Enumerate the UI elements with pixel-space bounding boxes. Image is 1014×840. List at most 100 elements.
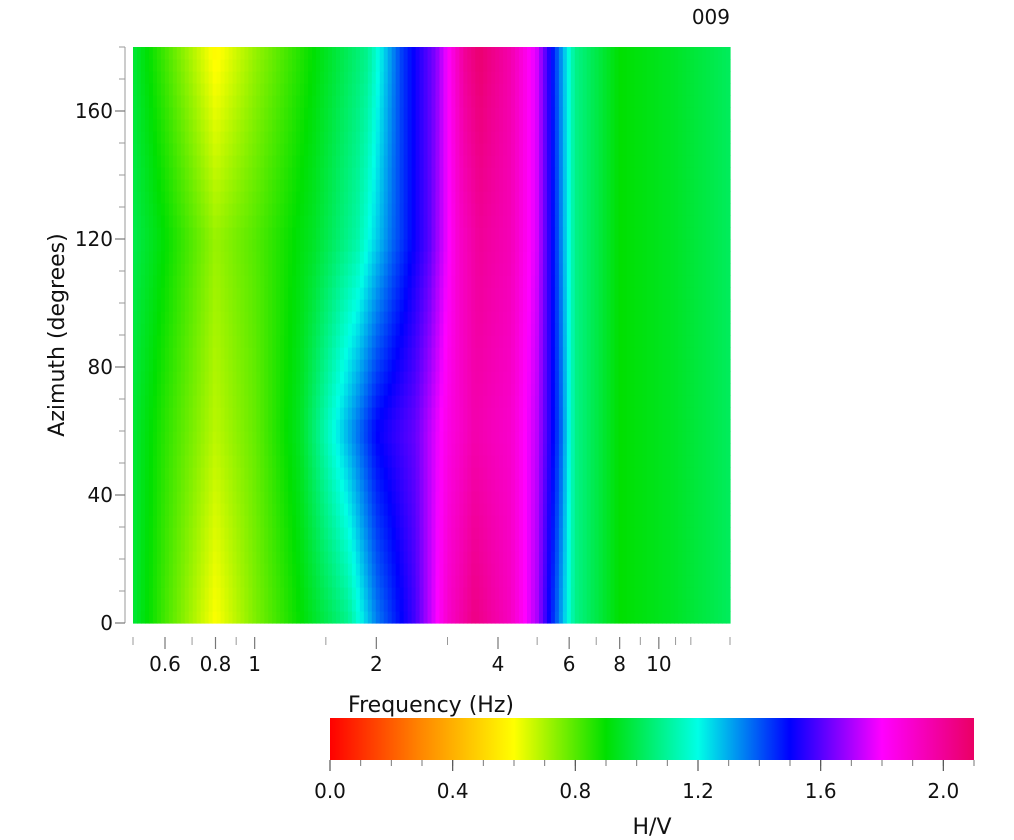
- heatmap-cell: [483, 347, 488, 360]
- heatmap-cell: [180, 347, 186, 360]
- heatmap-cell: [562, 563, 568, 576]
- heatmap-cell: [499, 275, 504, 288]
- heatmap-cell: [216, 275, 222, 288]
- heatmap-cell: [383, 407, 389, 420]
- heatmap-cell: [722, 563, 727, 576]
- heatmap-cell: [566, 479, 572, 492]
- heatmap-cell: [670, 311, 675, 324]
- heatmap-cell: [523, 443, 528, 456]
- heatmap-cell: [423, 527, 429, 540]
- heatmap-cell: [363, 431, 369, 444]
- heatmap-cell: [638, 431, 644, 444]
- heatmap-cell: [694, 263, 699, 276]
- heatmap-cell: [534, 275, 540, 288]
- heatmap-cell: [296, 275, 301, 288]
- heatmap-cell: [395, 227, 401, 240]
- heatmap-cell: [483, 563, 488, 576]
- heatmap-cell: [144, 419, 150, 432]
- heatmap-cell: [602, 359, 608, 372]
- heatmap-cell: [578, 491, 584, 504]
- heatmap-cell: [694, 275, 699, 288]
- heatmap-cell: [546, 371, 552, 384]
- heatmap-cell: [232, 539, 238, 552]
- heatmap-cell: [375, 311, 381, 324]
- heatmap-cell: [682, 611, 687, 624]
- heatmap-cell: [160, 383, 166, 396]
- heatmap-cell: [558, 575, 564, 588]
- heatmap-cell: [312, 215, 317, 228]
- heatmap-cell: [503, 467, 508, 480]
- heatmap-cell: [324, 599, 329, 612]
- heatmap-cell: [133, 467, 138, 480]
- heatmap-cell: [630, 611, 636, 624]
- heatmap-cell: [252, 251, 257, 264]
- heatmap-cell: [160, 299, 166, 312]
- heatmap-cell: [618, 263, 624, 276]
- heatmap-cell: [228, 575, 234, 588]
- heatmap-cell: [220, 311, 226, 324]
- heatmap-cell: [407, 275, 413, 288]
- heatmap-cell: [678, 347, 683, 360]
- heatmap-cell: [136, 587, 142, 600]
- heatmap-cell: [443, 347, 449, 360]
- heatmap-cell: [562, 227, 568, 240]
- heatmap-cell: [471, 527, 476, 540]
- heatmap-cell: [610, 539, 616, 552]
- heatmap-cell: [527, 371, 532, 384]
- heatmap-cell: [399, 419, 405, 432]
- heatmap-cell: [626, 323, 632, 336]
- heatmap-cell: [332, 611, 337, 624]
- heatmap-cell: [554, 539, 560, 552]
- heatmap-cell: [411, 539, 417, 552]
- heatmap-cell: [670, 395, 675, 408]
- heatmap-cell: [300, 563, 305, 576]
- heatmap-cell: [200, 563, 206, 576]
- heatmap-cell: [220, 383, 226, 396]
- heatmap-cell: [160, 503, 166, 516]
- heatmap-cell: [511, 479, 516, 492]
- heatmap-cell: [702, 431, 707, 444]
- heatmap-cell: [586, 539, 592, 552]
- heatmap-cell: [288, 419, 293, 432]
- heatmap-cell: [610, 491, 616, 504]
- heatmap-cell: [133, 263, 138, 276]
- heatmap-cell: [650, 575, 655, 588]
- heatmap-cell: [678, 479, 683, 492]
- heatmap-cell: [666, 335, 671, 348]
- heatmap-cell: [718, 479, 723, 492]
- heatmap-cell: [248, 551, 253, 564]
- heatmap-cell: [415, 395, 421, 408]
- heatmap-cell: [196, 371, 202, 384]
- heatmap-cell: [455, 443, 460, 456]
- heatmap-cell: [347, 239, 353, 252]
- heatmap-cell: [320, 575, 325, 588]
- heatmap-cell: [328, 491, 333, 504]
- heatmap-cell: [308, 347, 313, 360]
- heatmap-cell: [236, 311, 242, 324]
- heatmap-cell: [407, 551, 413, 564]
- heatmap-cell: [363, 527, 369, 540]
- heatmap-cell: [328, 335, 333, 348]
- heatmap-cell: [431, 599, 437, 612]
- heatmap-cell: [439, 587, 445, 600]
- heatmap-cell: [574, 515, 580, 528]
- heatmap-cell: [495, 587, 500, 600]
- heatmap-cell: [562, 335, 568, 348]
- heatmap-cell: [152, 251, 158, 264]
- heatmap-cell: [343, 491, 349, 504]
- heatmap-cell: [523, 611, 528, 624]
- heatmap-cell: [224, 599, 230, 612]
- heatmap-cell: [133, 299, 138, 312]
- heatmap-cell: [630, 431, 636, 444]
- heatmap-cell: [284, 515, 289, 528]
- heatmap-cell: [328, 611, 333, 624]
- heatmap-cell: [272, 539, 277, 552]
- heatmap-cell: [439, 431, 445, 444]
- heatmap-cell: [527, 587, 532, 600]
- heatmap-cell: [582, 455, 588, 468]
- heatmap-cell: [359, 395, 365, 408]
- heatmap-cell: [550, 455, 556, 468]
- heatmap-cell: [483, 575, 488, 588]
- heatmap-cell: [244, 563, 250, 576]
- heatmap-cell: [264, 335, 269, 348]
